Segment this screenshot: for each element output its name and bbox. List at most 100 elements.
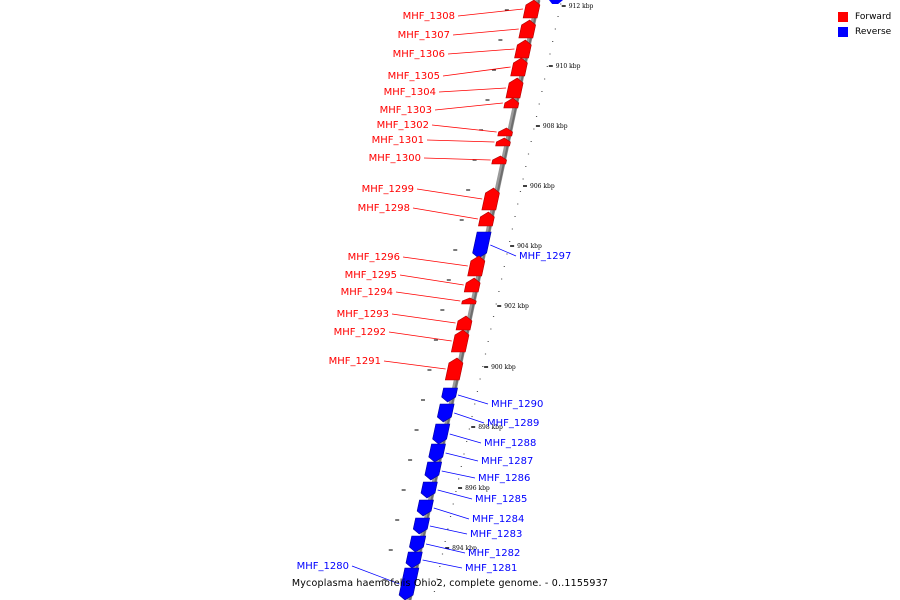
gene-arrow-mhf_1280[interactable]: [398, 567, 420, 600]
gene-arrow-mhf_1287[interactable]: [428, 443, 446, 463]
gene-arrow-mhf_1281[interactable]: [405, 551, 423, 569]
gene-arrow-mhf_1308[interactable]: [522, 0, 541, 19]
gene-label-mhf_1287[interactable]: MHF_1287: [481, 456, 533, 467]
gene-arrow-mhf_1306[interactable]: [514, 39, 532, 59]
scale-tick-label: 900 kbp: [491, 364, 516, 371]
gene-arrow-offscreen-top[interactable]: [549, 0, 563, 4]
gene-label-mhf_1282[interactable]: MHF_1282: [468, 548, 520, 559]
gene-arrow-mhf_1298[interactable]: [478, 211, 495, 227]
gene-arrow-mhf_1294[interactable]: [461, 297, 477, 305]
gene-arrow-mhf_1300[interactable]: [491, 155, 507, 165]
gene-label-mhf_1300[interactable]: MHF_1300: [369, 153, 421, 164]
gene-arrow-mhf_1296[interactable]: [467, 255, 486, 277]
forward-swatch: [838, 11, 848, 22]
reverse-swatch: [838, 26, 848, 37]
gene-label-mhf_1307[interactable]: MHF_1307: [398, 30, 450, 41]
gene-label-mhf_1308[interactable]: MHF_1308: [403, 11, 455, 22]
gene-leader-line: [402, 256, 468, 267]
gene-leader-line: [422, 559, 463, 569]
gene-label-mhf_1303[interactable]: MHF_1303: [380, 105, 432, 116]
gene-leader-line: [412, 207, 478, 220]
gene-label-mhf_1305[interactable]: MHF_1305: [388, 71, 440, 82]
scale-tick-label: 898 kbp: [478, 424, 503, 431]
gene-leader-line: [447, 48, 515, 55]
gene-leader-line: [434, 102, 503, 111]
gene-label-mhf_1281[interactable]: MHF_1281: [465, 563, 517, 574]
legend: Forward Reverse: [838, 9, 891, 39]
gene-leader-line: [457, 394, 489, 405]
gene-label-mhf_1297[interactable]: MHF_1297: [519, 251, 571, 262]
scale-tick-label: 894 kbp: [452, 545, 477, 552]
legend-item-forward: Forward: [838, 9, 891, 24]
gene-label-mhf_1286[interactable]: MHF_1286: [478, 473, 530, 484]
gene-arrow-mhf_1293[interactable]: [455, 315, 473, 331]
gene-label-mhf_1306[interactable]: MHF_1306: [393, 49, 445, 60]
gene-arrow-mhf_1304[interactable]: [505, 77, 524, 99]
gene-arrow-mhf_1307[interactable]: [518, 19, 536, 39]
gene-label-mhf_1285[interactable]: MHF_1285: [475, 494, 527, 505]
gene-label-mhf_1296[interactable]: MHF_1296: [348, 252, 400, 263]
gene-leader-line: [391, 313, 456, 324]
gene-leader-line: [429, 525, 468, 535]
gene-leader-line: [399, 274, 464, 286]
gene-arrow-mhf_1302[interactable]: [497, 127, 513, 137]
gene-label-mhf_1290[interactable]: MHF_1290: [491, 399, 543, 410]
scale-tick-label: 902 kbp: [504, 303, 529, 310]
gene-features: [398, 0, 563, 600]
gene-label-mhf_1295[interactable]: MHF_1295: [345, 270, 397, 281]
scale-ticks: 894 kbp 896 kbp 898 kbp 900 kbp 902 kbp 904 k…: [382, 3, 594, 592]
gene-arrow-mhf_1297[interactable]: [472, 231, 492, 259]
gene-leader-line: [449, 433, 482, 444]
gene-label-mhf_1288[interactable]: MHF_1288: [484, 438, 536, 449]
gene-leader-line: [388, 331, 452, 342]
gene-arrow-mhf_1284[interactable]: [416, 499, 434, 517]
gene-label-mhf_1292[interactable]: MHF_1292: [334, 327, 386, 338]
scale-tick-label: 904 kbp: [517, 243, 542, 250]
gene-label-mhf_1294[interactable]: MHF_1294: [341, 287, 393, 298]
gene-label-mhf_1302[interactable]: MHF_1302: [377, 120, 429, 131]
gene-leader-line: [454, 412, 485, 424]
legend-label-reverse: Reverse: [855, 26, 892, 37]
scale-tick-label: 908 kbp: [543, 123, 568, 130]
gene-arrow-mhf_1292[interactable]: [450, 329, 470, 353]
gene-arrow-mhf_1303[interactable]: [503, 97, 520, 109]
gene-arrow-mhf_1282[interactable]: [409, 535, 427, 553]
gene-labels: MHF_1308 MHF_1307 MHF_1306 MHF_1305 MHF_1304…: [297, 8, 571, 585]
gene-label-mhf_1299[interactable]: MHF_1299: [362, 184, 414, 195]
gene-arrow-mhf_1299[interactable]: [481, 187, 500, 211]
scale-tick-label: 910 kbp: [556, 63, 581, 70]
scale-tick-label: 912 kbp: [569, 3, 594, 10]
gene-label-mhf_1284[interactable]: MHF_1284: [472, 514, 524, 525]
gene-arrow-mhf_1301[interactable]: [495, 137, 511, 147]
gene-label-mhf_1293[interactable]: MHF_1293: [337, 309, 389, 320]
gene-label-mhf_1291[interactable]: MHF_1291: [329, 356, 381, 367]
gene-arrow-mhf_1285[interactable]: [420, 481, 438, 499]
gene-arrow-mhf_1291[interactable]: [444, 357, 464, 381]
gene-label-mhf_1283[interactable]: MHF_1283: [470, 529, 522, 540]
gene-arrow-mhf_1289[interactable]: [437, 403, 455, 423]
gene-leader-line: [442, 66, 511, 77]
gene-leader-line: [438, 87, 507, 93]
gene-label-mhf_1301[interactable]: MHF_1301: [372, 135, 424, 146]
gene-leader-line: [351, 565, 400, 585]
gene-label-mhf_1304[interactable]: MHF_1304: [384, 87, 436, 98]
gene-leader-line: [452, 28, 519, 36]
gene-label-mhf_1289[interactable]: MHF_1289: [487, 418, 539, 429]
gene-label-mhf_1280[interactable]: MHF_1280: [297, 561, 349, 572]
gene-leader-line: [383, 360, 446, 370]
genome-caption: Mycoplasma haemofelis Ohio2, complete ge…: [291, 578, 609, 589]
gene-arrow-mhf_1295[interactable]: [463, 277, 481, 293]
gene-leader-line: [425, 543, 466, 554]
legend-label-forward: Forward: [855, 11, 892, 22]
gene-leader-line: [490, 244, 517, 257]
gene-leader-line: [433, 507, 470, 520]
gene-arrow-mhf_1305[interactable]: [510, 57, 528, 77]
gene-arrow-mhf_1286[interactable]: [424, 461, 443, 481]
gene-leader-line: [437, 489, 473, 500]
gene-arrow-mhf_1290[interactable]: [441, 387, 458, 403]
gene-arrow-mhf_1283[interactable]: [412, 517, 431, 535]
gene-arrow-mhf_1288[interactable]: [432, 423, 451, 445]
gene-label-mhf_1298[interactable]: MHF_1298: [358, 203, 410, 214]
